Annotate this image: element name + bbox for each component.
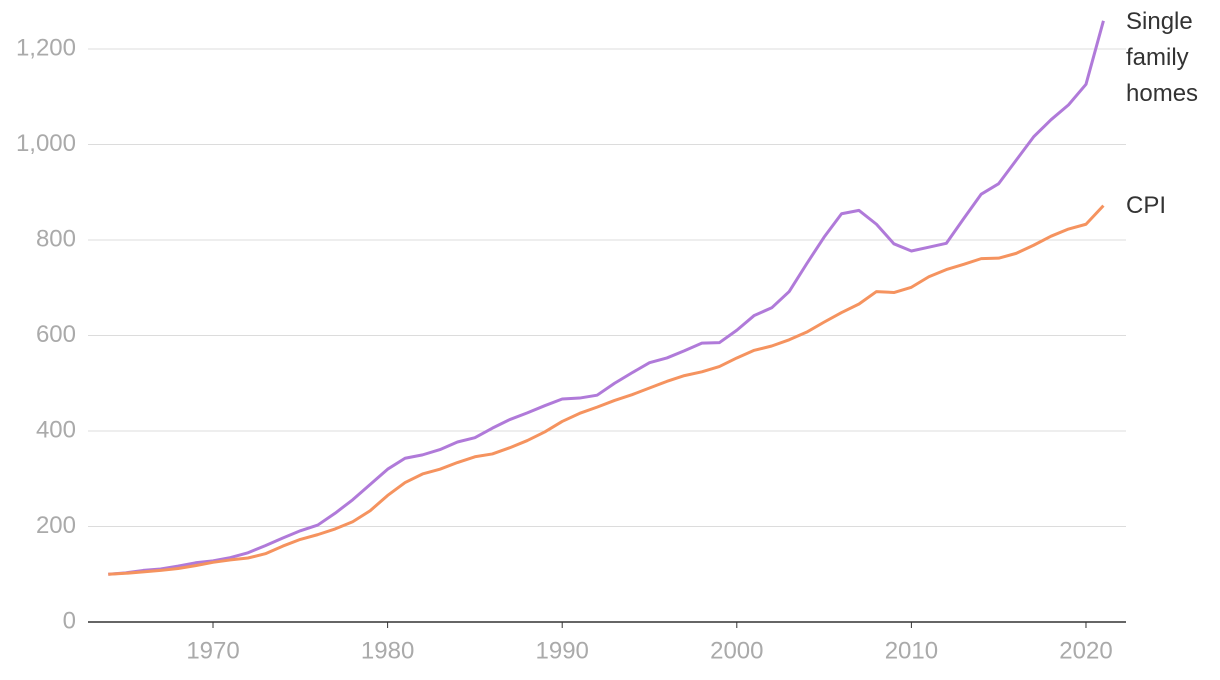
y-tick-label: 1,200 [16, 34, 76, 61]
x-tick-label: 2020 [1059, 637, 1112, 664]
x-tick-label: 1970 [186, 637, 239, 664]
y-tick-label: 800 [36, 225, 76, 252]
series-line [108, 204, 1105, 576]
x-tick-label: 2010 [885, 637, 938, 664]
y-tick-label: 400 [36, 416, 76, 443]
series-label: Single family homes [1126, 8, 1199, 107]
x-tick-label: 1990 [536, 637, 589, 664]
series-label: CPI [1126, 192, 1167, 219]
y-tick-label: 200 [36, 512, 76, 539]
y-tick-label: 0 [63, 607, 76, 634]
x-tick-label: 2000 [710, 637, 763, 664]
series-line [108, 20, 1105, 576]
y-tick-label: 1,000 [16, 130, 76, 157]
x-tick-label: 1980 [361, 637, 414, 664]
y-tick-label: 600 [36, 321, 76, 348]
